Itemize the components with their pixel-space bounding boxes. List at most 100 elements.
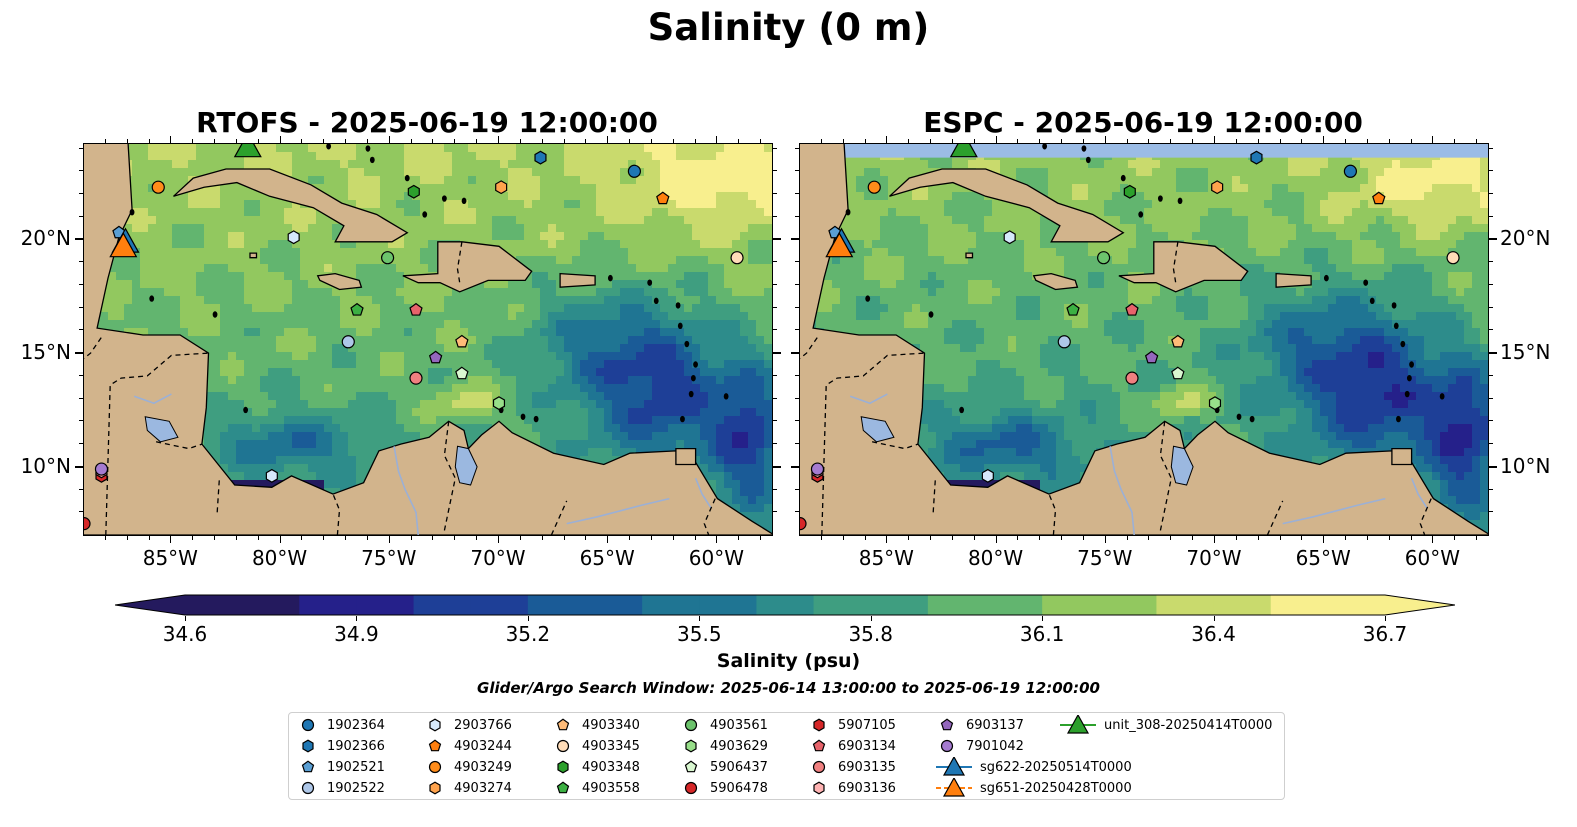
argo-marker-4903345[interactable] [1446,251,1460,265]
argo-marker-1902366[interactable] [1250,150,1263,165]
lon-tick-bottom [454,536,456,540]
lon-tick-top [1039,139,1041,143]
legend-label: 6903135 [838,759,896,775]
argo-marker-5906478[interactable] [800,517,807,531]
lon-tick-bottom [563,536,565,540]
argo-marker-7901042[interactable] [94,462,109,476]
argo-marker-4903629[interactable] [492,396,506,411]
island [422,211,428,218]
lon-tick-bottom [1366,536,1368,540]
lon-tick-top [1104,136,1106,143]
pentagon-marker-icon [301,760,315,773]
river [1109,446,1135,535]
lon-tick-bottom [629,536,631,540]
legend-label: 4903629 [710,738,768,754]
argo-marker-1902364[interactable] [1343,164,1358,178]
hexagon-marker-icon [429,718,441,732]
lat-tick-right [773,306,777,308]
argo-marker-4903274[interactable] [495,180,508,195]
lat-tick-left [79,420,83,422]
search-window-note: Glider/Argo Search Window: 2025-06-14 13… [477,679,1100,697]
island [441,195,447,202]
land-cuba [889,168,1125,243]
glider-marker-sg651-20250428T0000[interactable] [825,232,854,258]
argo-marker-4903348[interactable] [407,184,420,199]
argo-marker-4903561[interactable] [1096,251,1111,265]
argo-marker-2903766[interactable] [1003,230,1016,245]
lat-tick-left [795,170,799,172]
argo-marker-6903137[interactable] [428,350,443,364]
legend-item: 4903340 [552,715,640,735]
argo-marker-1902364[interactable] [627,164,642,178]
map-panel-rtofs[interactable] [83,143,773,536]
argo-marker-6903135[interactable] [409,371,423,385]
argo-marker-6903134[interactable] [409,302,423,316]
argo-marker-4903348[interactable] [1123,184,1136,199]
argo-marker-4903249[interactable] [867,180,881,194]
lon-tick-bottom [366,536,368,540]
argo-marker-6903137[interactable] [1144,350,1159,364]
lon-tick-bottom [192,536,194,540]
glider-marker-unit_308-20250414T0000[interactable] [949,144,978,158]
argo-marker-4903345[interactable] [730,251,744,265]
legend-label: sg651-20250428T0000 [980,780,1132,796]
argo-marker-4903244[interactable] [656,191,670,205]
argo-marker-5906478[interactable] [84,517,91,531]
argo-marker-6903134[interactable] [1125,302,1139,316]
lon-tick-label: 75°W [361,546,417,570]
lat-tick-left [79,170,83,172]
country-border [443,421,456,531]
island [212,311,218,318]
colorbar-tick-label: 35.8 [848,622,893,646]
glider-marker-sg651-20250428T0000[interactable] [109,232,138,258]
argo-marker-4903274[interactable] [1211,180,1224,195]
argo-marker-7901042[interactable] [810,462,825,476]
legend-item: 4903274 [424,778,512,798]
argo-marker-4903340[interactable] [455,334,469,348]
country-border [821,352,925,535]
glider-marker-unit_308-20250414T0000[interactable] [233,144,262,158]
argo-marker-4903561[interactable] [380,251,395,265]
lat-tick-right [773,352,781,355]
argo-marker-2903766[interactable] [265,468,278,483]
argo-marker-4903629[interactable] [1208,396,1222,411]
argo-marker-2903766[interactable] [981,468,994,483]
lon-tick-bottom [738,536,740,540]
argo-marker-4903558[interactable] [350,302,364,316]
legend-label: 4903340 [582,717,640,733]
lon-tick-bottom [257,536,259,540]
lon-tick-bottom [1170,536,1172,540]
legend-item: 4903558 [552,778,640,798]
argo-marker-2903766[interactable] [287,230,300,245]
argo-marker-6903135[interactable] [1125,371,1139,385]
map-panel-espc[interactable] [799,143,1489,536]
lon-tick-top [1345,139,1347,143]
argo-marker-5906437[interactable] [455,366,469,380]
lat-tick-left [79,283,83,285]
argo-marker-4903558[interactable] [1066,302,1080,316]
island [1439,393,1445,400]
lon-tick-bottom [1192,536,1194,540]
lon-tick-bottom [650,536,652,540]
circle-marker-icon [556,739,570,753]
legend-item: 1902522 [297,778,385,798]
argo-marker-5906437[interactable] [1171,366,1185,380]
argo-marker-4903249[interactable] [151,180,165,194]
argo-marker-1902366[interactable] [534,150,547,165]
lon-tick-bottom [1061,536,1063,540]
legend-item: 4903345 [552,736,640,756]
legend-label: 4903249 [454,759,512,775]
colorbar-segment [299,595,358,615]
lat-tick-right [773,283,777,285]
argo-marker-1902522[interactable] [341,335,355,349]
argo-marker-4903340[interactable] [1171,334,1185,348]
lon-tick-top [1170,139,1172,143]
argo-marker-1902522[interactable] [1057,335,1071,349]
argo-marker-4903244[interactable] [1372,191,1386,205]
lon-tick-top [694,139,696,143]
island [1391,302,1397,309]
lon-tick-bottom [820,536,822,540]
island [129,208,135,216]
lon-tick-bottom [1454,536,1456,540]
lon-tick-top [1257,139,1259,143]
